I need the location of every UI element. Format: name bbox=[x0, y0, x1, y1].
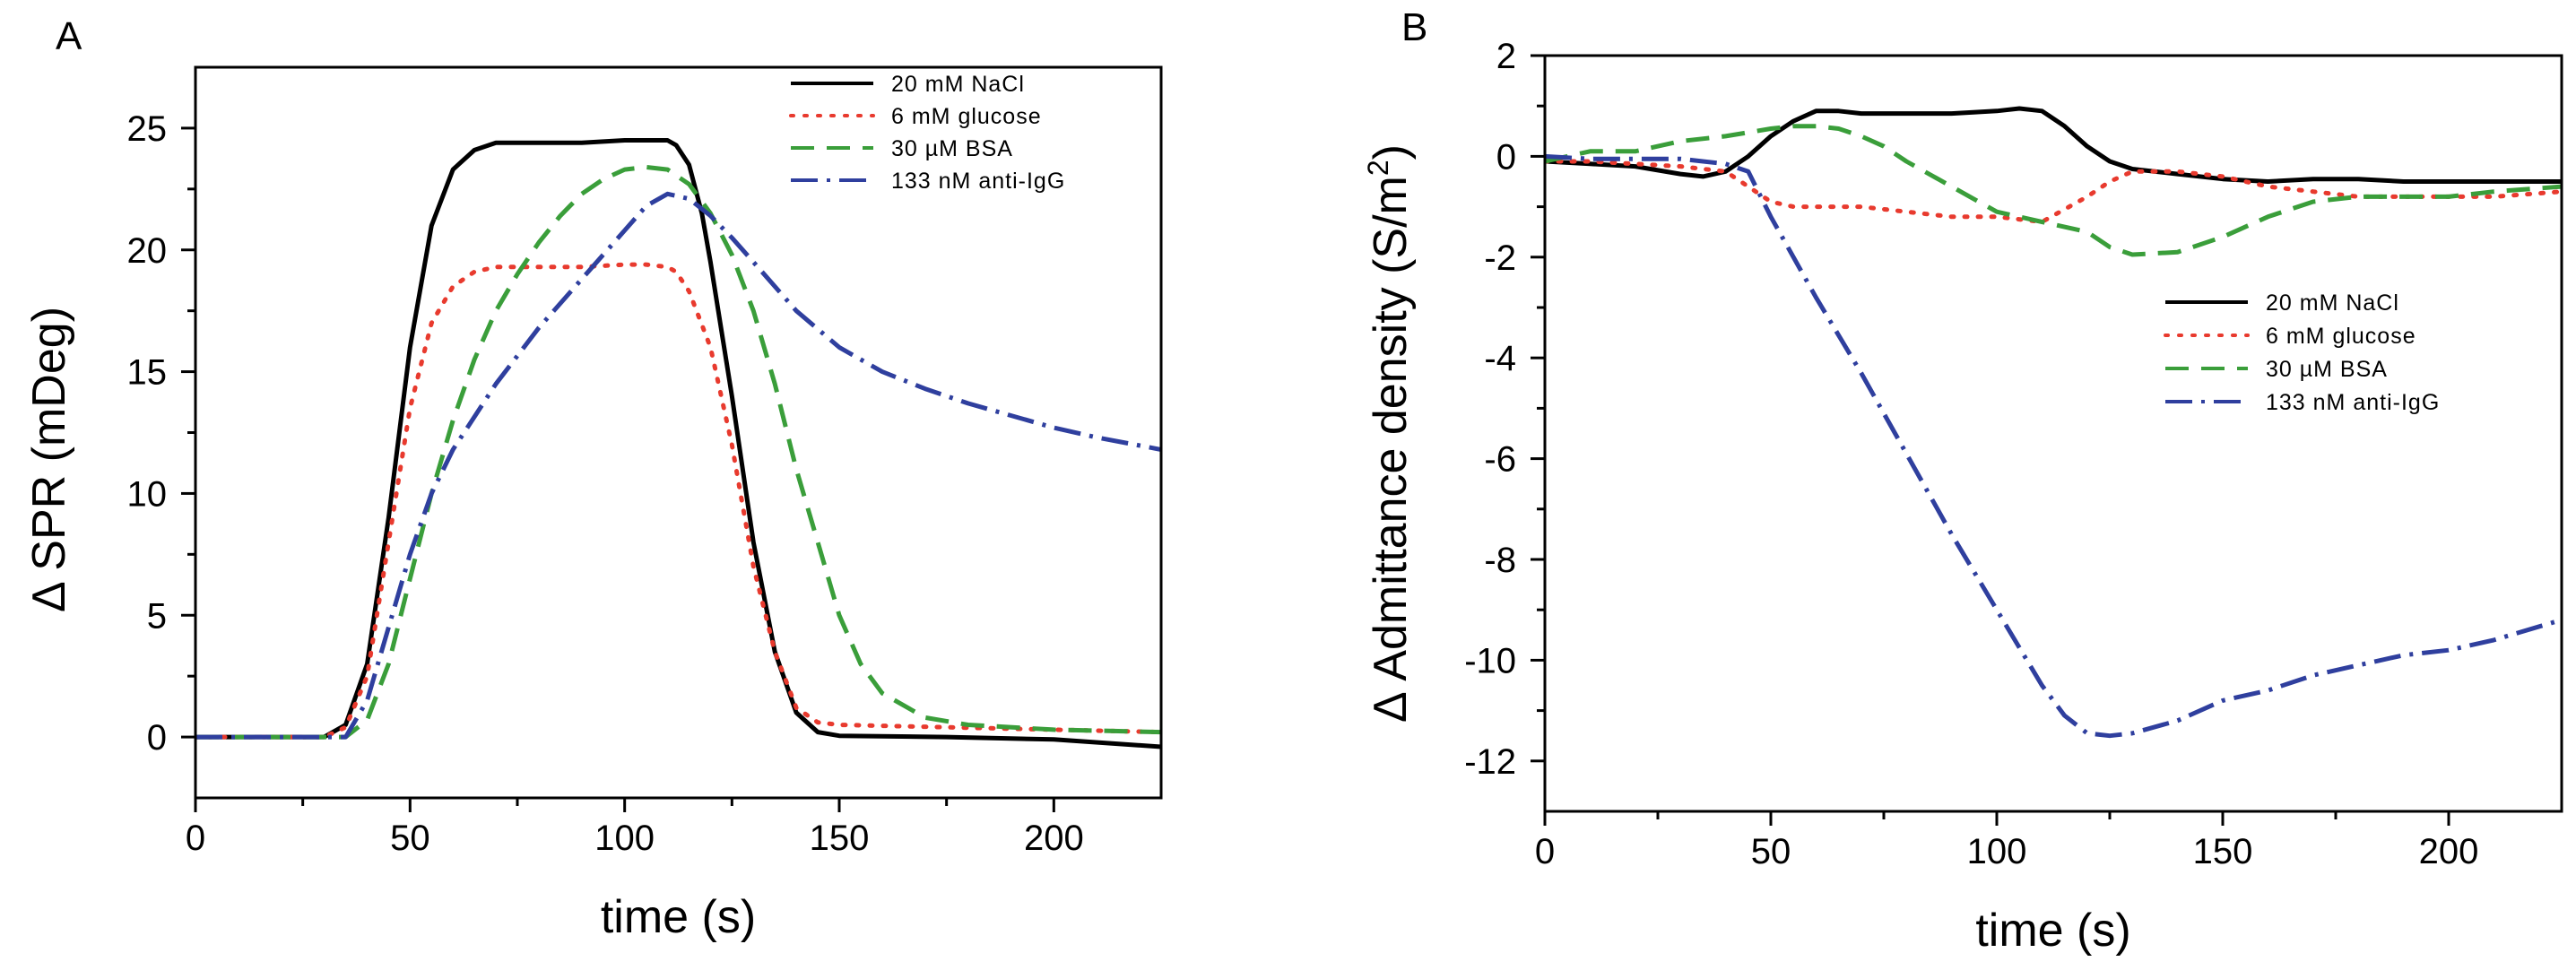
y-tick-label: -6 bbox=[1484, 440, 1516, 480]
y-axis-title-text: Δ Admittance density (S/m bbox=[1365, 176, 1417, 723]
series-line-30-m-bsa bbox=[195, 164, 1161, 740]
x-axis-title: time (s) bbox=[1975, 905, 2130, 957]
legend-label: 6 mM glucose bbox=[891, 104, 1042, 129]
panel-a: A 0 50 100 150 200 0 5 10 15 20 25 time (s) Δ SPR (mD… bbox=[23, 14, 1163, 943]
legend: 20 mM NaCl 6 mM glucose 30 µM BSA 133 nM an… bbox=[2164, 290, 2440, 415]
legend: 20 mM NaCl 6 mM glucose 30 µM BSA 133 nM an… bbox=[789, 72, 1065, 194]
y-tick-label: -4 bbox=[1484, 339, 1516, 378]
y-tick-label: -8 bbox=[1484, 541, 1516, 580]
series-line-6-mm-glucose bbox=[1545, 159, 2562, 224]
plot-frame bbox=[1543, 54, 2563, 813]
y-tick-label: -2 bbox=[1484, 238, 1516, 278]
x-tick-label: 100 bbox=[1967, 832, 2027, 871]
y-tick-label: 5 bbox=[147, 596, 167, 636]
legend-label: 133 nM anti-IgG bbox=[2266, 390, 2440, 415]
x-tick-label: 200 bbox=[2419, 832, 2479, 871]
panel-letter: A bbox=[56, 14, 82, 58]
legend-label: 20 mM NaCl bbox=[2266, 290, 2399, 316]
x-tick-label: 150 bbox=[2193, 832, 2253, 871]
x-tick-label: 0 bbox=[1535, 832, 1555, 871]
y-tick-label: 20 bbox=[127, 231, 168, 271]
y-tick-label: 10 bbox=[127, 474, 168, 514]
y-tick-label: 0 bbox=[1496, 137, 1516, 177]
x-tick-label: 150 bbox=[810, 819, 870, 858]
panel-letter: B bbox=[1401, 5, 1427, 49]
y-axis-title: Δ SPR (mDeg) bbox=[23, 307, 75, 612]
y-axis-title-end: ) bbox=[1365, 144, 1417, 160]
x-tick-label: 200 bbox=[1024, 819, 1084, 858]
series-line-6-mm-glucose bbox=[195, 262, 1161, 740]
x-tick-label: 50 bbox=[390, 819, 430, 858]
x-tick-label: 0 bbox=[186, 819, 205, 858]
series-line-20-mm-nacl bbox=[195, 138, 1161, 749]
y-axis-title-superscript: 2 bbox=[1362, 160, 1394, 176]
y-tick-label: 15 bbox=[127, 353, 168, 393]
x-tick-label: 100 bbox=[594, 819, 655, 858]
y-tick-label: 25 bbox=[127, 109, 168, 149]
legend-label: 30 µM BSA bbox=[2266, 357, 2388, 382]
y-axis-title: Δ Admittance density (S/m2) bbox=[1362, 144, 1417, 723]
legend-label: 20 mM NaCl bbox=[891, 72, 1025, 97]
panel-b: B 0 50 100 150 200 2 0 -2 -4 -6 -8 -10 -12 time (s) Δ A… bbox=[1362, 5, 2563, 957]
legend-label: 6 mM glucose bbox=[2266, 324, 2416, 349]
legend-label: 30 µM BSA bbox=[891, 136, 1013, 161]
series-line-30-m-bsa bbox=[1545, 124, 2562, 257]
y-axis-title-text: Δ SPR (mDeg) bbox=[23, 307, 75, 612]
series-line-133-nm-anti-igg bbox=[1545, 153, 2562, 739]
x-axis-title: time (s) bbox=[601, 891, 756, 943]
y-tick-label: -10 bbox=[1464, 641, 1516, 680]
y-tick-label: 0 bbox=[147, 718, 167, 758]
y-tick-label: 2 bbox=[1496, 37, 1516, 76]
legend-label: 133 nM anti-IgG bbox=[891, 169, 1065, 194]
y-tick-label: -12 bbox=[1464, 742, 1516, 782]
series-line-20-mm-nacl bbox=[1545, 106, 2562, 184]
x-tick-label: 50 bbox=[1751, 832, 1791, 871]
series-line-133-nm-anti-igg bbox=[195, 191, 1161, 740]
